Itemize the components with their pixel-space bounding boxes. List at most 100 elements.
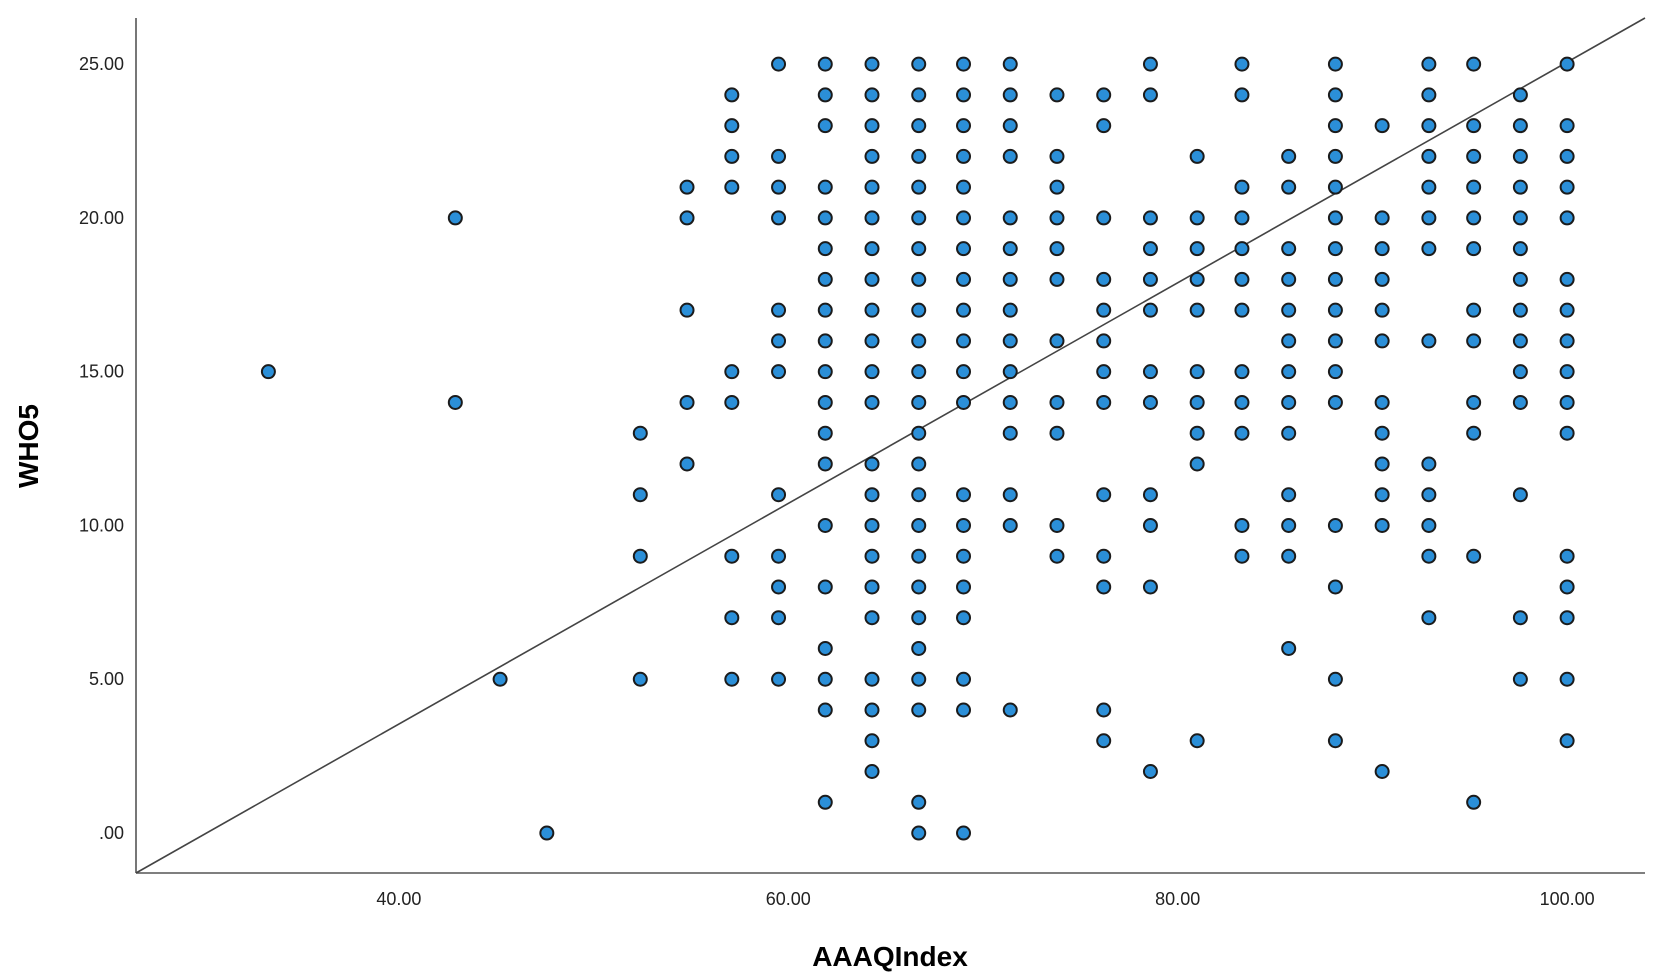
data-point: [1002, 364, 1018, 380]
data-point: [1096, 487, 1112, 503]
x-tick-label: 40.00: [376, 889, 421, 909]
data-point: [956, 825, 972, 841]
data-point: [1327, 210, 1343, 226]
data-point: [956, 671, 972, 687]
data-point: [771, 179, 787, 195]
data-point: [864, 487, 880, 503]
data-point: [632, 671, 648, 687]
data-point: [956, 487, 972, 503]
data-point: [1466, 56, 1482, 72]
data-point: [1559, 394, 1575, 410]
data-point: [724, 87, 740, 103]
data-point: [771, 671, 787, 687]
data-point: [1002, 333, 1018, 349]
data-point: [1142, 271, 1158, 287]
data-point: [1421, 179, 1437, 195]
data-point: [632, 425, 648, 441]
data-point: [1466, 394, 1482, 410]
data-point: [1096, 548, 1112, 564]
data-point: [1512, 364, 1528, 380]
data-point: [1374, 517, 1390, 533]
data-point: [911, 579, 927, 595]
data-point: [1234, 517, 1250, 533]
data-point: [1421, 517, 1437, 533]
data-point: [771, 210, 787, 226]
data-point: [911, 87, 927, 103]
data-point: [1234, 241, 1250, 257]
data-point: [1281, 517, 1297, 533]
y-axis-title: WHO5: [13, 404, 44, 488]
data-point: [956, 271, 972, 287]
data-point: [1421, 56, 1437, 72]
data-point: [1281, 148, 1297, 164]
data-point: [1234, 210, 1250, 226]
data-point: [1281, 179, 1297, 195]
data-point: [956, 610, 972, 626]
data-point: [911, 456, 927, 472]
data-point: [1374, 241, 1390, 257]
data-point: [1049, 148, 1065, 164]
data-point: [1466, 302, 1482, 318]
data-point: [1281, 394, 1297, 410]
data-point: [1096, 702, 1112, 718]
data-point: [1512, 302, 1528, 318]
data-point: [1142, 364, 1158, 380]
data-point: [1466, 425, 1482, 441]
data-point: [1466, 548, 1482, 564]
data-point: [1002, 56, 1018, 72]
data-point: [1374, 425, 1390, 441]
data-point: [1142, 56, 1158, 72]
data-point: [911, 517, 927, 533]
data-point: [817, 394, 833, 410]
data-point: [1142, 241, 1158, 257]
data-point: [1327, 671, 1343, 687]
data-point: [1189, 210, 1205, 226]
data-point: [1327, 579, 1343, 595]
data-point: [864, 456, 880, 472]
data-point: [956, 56, 972, 72]
y-tick-label: .00: [99, 823, 124, 843]
data-point: [679, 302, 695, 318]
data-point: [1234, 394, 1250, 410]
data-point: [911, 548, 927, 564]
data-point: [1374, 271, 1390, 287]
data-point: [1142, 302, 1158, 318]
data-point: [956, 179, 972, 195]
data-point: [1096, 302, 1112, 318]
data-point: [1421, 456, 1437, 472]
data-point: [1421, 333, 1437, 349]
data-point: [1512, 210, 1528, 226]
data-point: [817, 702, 833, 718]
data-point: [1512, 610, 1528, 626]
data-point: [679, 456, 695, 472]
data-point: [1327, 517, 1343, 533]
data-point: [956, 548, 972, 564]
data-point: [1512, 179, 1528, 195]
data-point: [1234, 179, 1250, 195]
data-point: [1466, 118, 1482, 134]
data-point: [1512, 333, 1528, 349]
data-point: [911, 56, 927, 72]
data-point: [724, 118, 740, 134]
data-point: [1281, 271, 1297, 287]
y-tick-label: 25.00: [79, 54, 124, 74]
data-point: [1142, 87, 1158, 103]
data-point: [864, 364, 880, 380]
data-point: [1466, 210, 1482, 226]
data-point: [864, 302, 880, 318]
data-point: [1327, 179, 1343, 195]
data-point: [1234, 271, 1250, 287]
data-point: [539, 825, 555, 841]
data-point: [1327, 148, 1343, 164]
data-point: [956, 302, 972, 318]
data-point: [1142, 764, 1158, 780]
data-point: [1466, 241, 1482, 257]
data-point: [911, 610, 927, 626]
data-point: [771, 487, 787, 503]
data-point: [864, 733, 880, 749]
data-point: [771, 548, 787, 564]
data-point: [817, 333, 833, 349]
data-point: [1512, 487, 1528, 503]
data-point: [911, 118, 927, 134]
